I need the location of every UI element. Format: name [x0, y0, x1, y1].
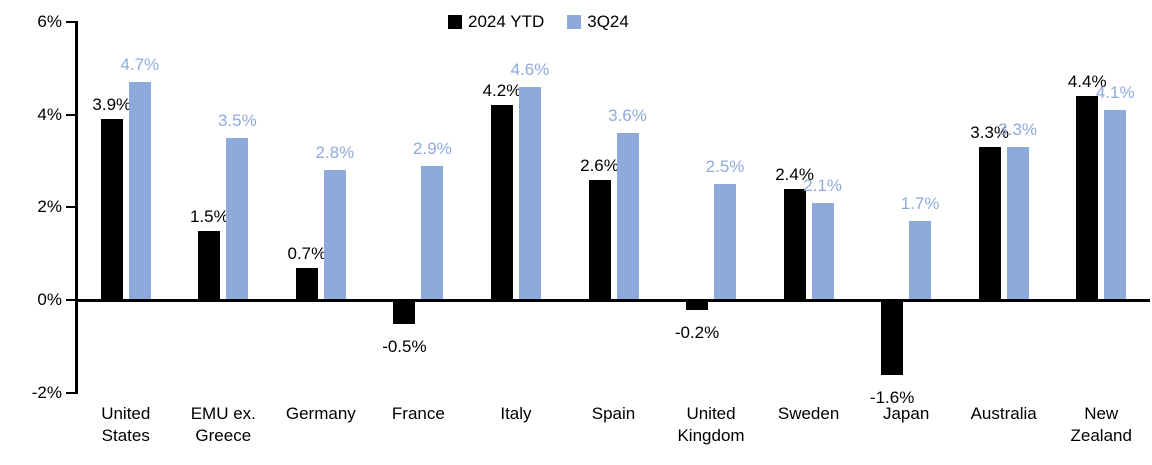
data-label-2024ytd: 2.6%: [580, 155, 619, 175]
category-label-line: Germany: [285, 404, 356, 423]
bar-3q24: [226, 137, 249, 300]
category-label: Italy: [462, 403, 570, 425]
data-label-3q24: 3.3%: [998, 120, 1038, 140]
y-axis-tick-label: 4%: [37, 104, 62, 124]
y-axis-tick-label: 2%: [37, 197, 62, 217]
bar-3q24: [128, 82, 151, 300]
category-label-line: Zealand: [1070, 426, 1132, 445]
bar-2024ytd: [1076, 96, 1099, 300]
bar-3q24: [518, 86, 541, 300]
data-label-3q24: 2.5%: [705, 157, 745, 177]
y-axis-tick-label: -2%: [31, 382, 62, 402]
legend: 2024 YTD 3Q24: [448, 12, 629, 32]
data-label-3q24: 2.9%: [413, 138, 452, 158]
legend-item-2024ytd: 2024 YTD: [448, 12, 544, 32]
category-label-line: New: [1084, 404, 1119, 423]
category-label-line: Kingdom: [677, 426, 745, 445]
category-label: Japan: [852, 403, 960, 425]
y-axis-tick-mark: [66, 113, 75, 116]
bar-3q24: [323, 170, 346, 300]
category-label: New Zealand: [1047, 403, 1152, 447]
category-label-line: Greece: [195, 426, 252, 445]
y-axis-tick-mark: [66, 21, 75, 24]
category-label: Germany: [267, 403, 375, 425]
category-label-line: Spain: [591, 404, 636, 423]
zero-baseline: [75, 299, 1150, 302]
category-label-line: Sweden: [777, 404, 840, 423]
category-label-line: States: [101, 426, 150, 445]
bar-2024ytd: [881, 301, 904, 376]
data-label-2024ytd: 3.9%: [92, 95, 132, 115]
category-label-line: United: [101, 404, 151, 423]
legend-item-label: 3Q24: [587, 12, 629, 31]
bar-3q24: [616, 133, 639, 300]
y-axis-tick-mark: [66, 206, 75, 209]
y-axis-tick-label: 0%: [37, 290, 62, 309]
data-label-3q24: 1.7%: [900, 194, 940, 214]
bar-2024ytd: [588, 179, 611, 300]
y-axis-tick-label: 6%: [37, 12, 62, 32]
category-label-line: EMU ex.: [190, 404, 256, 423]
legend-swatch-icon: [448, 15, 462, 29]
legend-swatch-icon: [567, 15, 582, 29]
bar-2024ytd: [783, 188, 806, 300]
bar-3q24: [811, 202, 834, 300]
category-label: EMU ex. Greece: [170, 403, 278, 447]
bar-3q24: [1104, 110, 1127, 300]
data-label-2024ytd: 4.2%: [482, 81, 522, 101]
bar-2024ytd: [393, 301, 416, 325]
data-label-2024ytd: 4.4%: [1067, 72, 1107, 92]
y-axis-tick-mark: [66, 299, 75, 301]
y-axis-tick-mark: [66, 391, 75, 394]
category-label: United Kingdom: [657, 403, 765, 447]
category-label-line: Japan: [882, 404, 930, 423]
data-label-2024ytd: 0.7%: [287, 243, 327, 263]
data-label-3q24: 4.1%: [1095, 83, 1135, 103]
legend-item-3q24: 3Q24: [567, 12, 629, 32]
category-label-line: Italy: [500, 404, 532, 423]
category-label: France: [365, 403, 473, 425]
category-label: Australia: [950, 403, 1058, 425]
bar-3q24: [421, 165, 444, 300]
data-label-3q24: 3.5%: [217, 110, 257, 130]
bar-3q24: [1006, 147, 1029, 300]
y-axis-line: [75, 21, 78, 394]
data-label-3q24: 4.6%: [510, 59, 550, 79]
legend-item-label: 2024 YTD: [468, 12, 545, 31]
bar-2024ytd: [490, 105, 513, 300]
bar-2024ytd: [295, 267, 318, 300]
bar-2024ytd: [198, 230, 221, 300]
bar-3q24: [909, 221, 932, 300]
category-label-line: United: [686, 404, 736, 423]
data-label-3q24: 4.7%: [120, 55, 160, 75]
bar-2024ytd: [100, 119, 123, 300]
data-label-2024ytd: 2.4%: [775, 164, 814, 184]
bar-2024ytd: [686, 301, 709, 311]
category-label: Spain: [560, 403, 668, 425]
bar-3q24: [714, 184, 737, 300]
category-label-line: France: [391, 404, 445, 423]
data-label-2024ytd: -0.2%: [674, 323, 720, 343]
data-label-2024ytd: -1.6%: [869, 388, 915, 408]
data-label-2024ytd: 3.3%: [970, 123, 1010, 143]
data-label-3q24: 2.1%: [803, 175, 842, 195]
bar-2024ytd: [978, 147, 1001, 300]
data-label-3q24: 3.6%: [608, 106, 647, 126]
data-label-2024ytd: 1.5%: [189, 206, 229, 226]
data-label-2024ytd: -0.5%: [382, 337, 427, 357]
category-label: United States: [72, 403, 180, 447]
category-label: Sweden: [755, 403, 863, 425]
category-label-line: Australia: [970, 404, 1037, 423]
data-label-3q24: 2.8%: [315, 143, 355, 163]
